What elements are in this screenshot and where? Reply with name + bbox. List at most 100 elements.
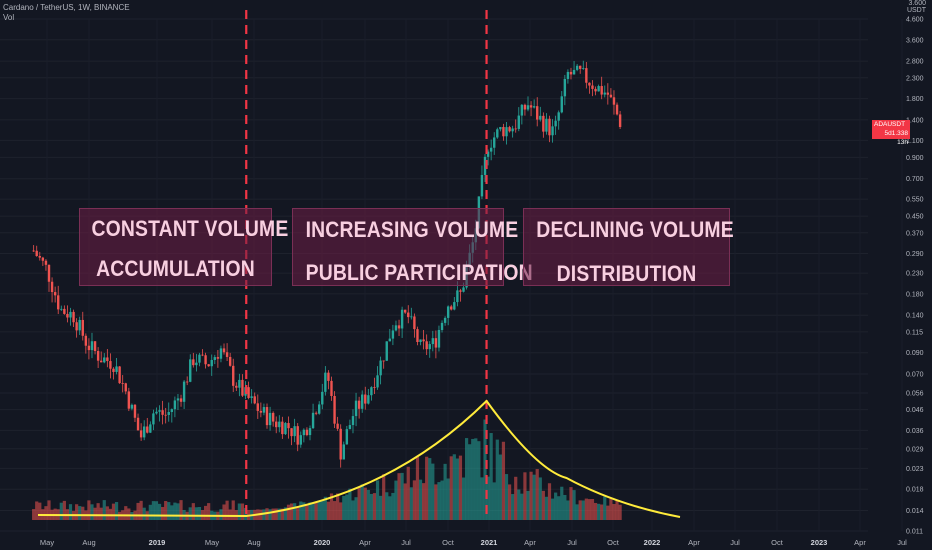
candle-body: [262, 407, 266, 413]
volume-bar: [225, 500, 229, 520]
volume-bar: [452, 454, 456, 520]
volume-bar: [179, 500, 183, 520]
volume-bar: [400, 472, 404, 520]
candle-body: [66, 313, 69, 318]
volume-bar: [271, 508, 275, 520]
volume-bar: [342, 495, 346, 520]
volume-bar: [240, 503, 245, 520]
candle-body: [127, 391, 131, 409]
volume-bar: [575, 504, 579, 520]
candle-body: [118, 366, 121, 384]
candle-body: [450, 306, 453, 310]
volume-bar: [194, 507, 198, 520]
volume-bar: [412, 480, 416, 520]
volume-bar: [474, 438, 478, 520]
candle-body: [572, 69, 576, 75]
candle-body: [72, 311, 75, 323]
candle-body: [87, 345, 91, 351]
candle-body: [235, 385, 238, 388]
volume-bar: [351, 500, 355, 520]
candle-body: [391, 330, 395, 339]
volume-bar: [486, 476, 490, 520]
time-tick-label: 2021: [481, 538, 498, 547]
candle-body: [425, 341, 428, 350]
volume-bar: [124, 506, 128, 520]
candle-body: [526, 105, 530, 110]
volume-bar: [357, 487, 361, 520]
time-axis[interactable]: May Aug 2019 May Aug 2020 Apr Jul Oct 2021 Apr Jul O…: [40, 538, 907, 547]
price-tick-label: 0.450: [906, 214, 924, 221]
volume-bar: [514, 476, 518, 520]
volume-bar: [431, 463, 435, 520]
volume-bar: [520, 493, 524, 520]
candle-body: [330, 380, 333, 396]
volume-bar: [114, 502, 119, 520]
volume-bar: [262, 509, 266, 520]
candle-body: [566, 71, 570, 79]
candle-body: [434, 338, 438, 348]
candle-body: [204, 355, 207, 365]
price-axis[interactable]: 4.600 3.600 2.800 2.300 1.800 1.400 1.100 0.900…: [906, 17, 924, 536]
volume-bar: [382, 474, 386, 520]
candle-body: [545, 118, 548, 132]
candle-body: [502, 127, 505, 137]
price-tick-label: 0.036: [906, 428, 924, 435]
volume-bar: [32, 509, 36, 520]
price-tag-symbol: ADAUSDT: [874, 121, 906, 128]
candle-body: [480, 174, 484, 197]
candle-body: [557, 112, 560, 121]
price-tick-label: 0.046: [906, 407, 924, 414]
price-tick-label: 0.140: [906, 313, 924, 320]
time-tick-label: 2023: [811, 538, 828, 547]
volume-bar: [422, 483, 426, 520]
volume-bar: [345, 494, 349, 520]
volume-bar: [517, 489, 521, 520]
candle-body: [560, 96, 563, 113]
price-tick-label: 4.600: [906, 17, 924, 24]
volume-bar: [406, 466, 410, 520]
candle-body: [517, 115, 520, 129]
candle-body: [179, 398, 183, 402]
candle-body: [109, 361, 112, 369]
candle-body: [161, 410, 164, 415]
candle-body: [176, 398, 180, 401]
volume-bar: [197, 506, 202, 520]
volume-bar: [207, 503, 211, 520]
volume-bar: [75, 504, 79, 520]
volume-bar: [526, 490, 530, 520]
volume-bar: [323, 496, 327, 520]
volume-bar: [563, 494, 567, 520]
volume-bar: [471, 438, 475, 520]
candle-body: [523, 104, 527, 110]
price-tick-label: 0.018: [906, 487, 924, 494]
annotation-line2: DISTRIBUTION: [556, 261, 697, 286]
volume-bar: [554, 492, 558, 520]
candle-body: [397, 325, 401, 329]
volume-bar: [449, 456, 453, 520]
candle-body: [142, 426, 146, 438]
candle-body: [271, 412, 275, 422]
time-tick-label: Apr: [524, 538, 536, 547]
volume-bar: [59, 502, 63, 520]
candle-body: [336, 423, 339, 429]
volume-bar: [164, 501, 168, 520]
volume-bar: [532, 474, 536, 520]
candle-body: [124, 383, 127, 392]
volume-bar: [388, 496, 392, 520]
volume-indicator-label[interactable]: Vol: [3, 13, 15, 22]
current-price-tag[interactable]: ADAUSDT 1.338 5d 13h: [872, 120, 910, 146]
volume-bar: [93, 507, 97, 520]
candle-body: [121, 383, 124, 384]
volume-bar: [544, 496, 549, 520]
volume-bar: [366, 489, 370, 520]
candle-body: [348, 425, 352, 430]
candle-body: [222, 348, 226, 353]
candle-body: [308, 428, 312, 436]
time-tick-label: Jul: [897, 538, 907, 547]
candle-body: [486, 151, 490, 157]
candle-body: [112, 368, 115, 372]
annotation-public-participation: INCREASING VOLUME PUBLIC PARTICIPATION: [292, 208, 533, 286]
time-tick-label: Apr: [359, 538, 371, 547]
volume-bar: [336, 493, 340, 520]
candle-body: [446, 306, 450, 318]
